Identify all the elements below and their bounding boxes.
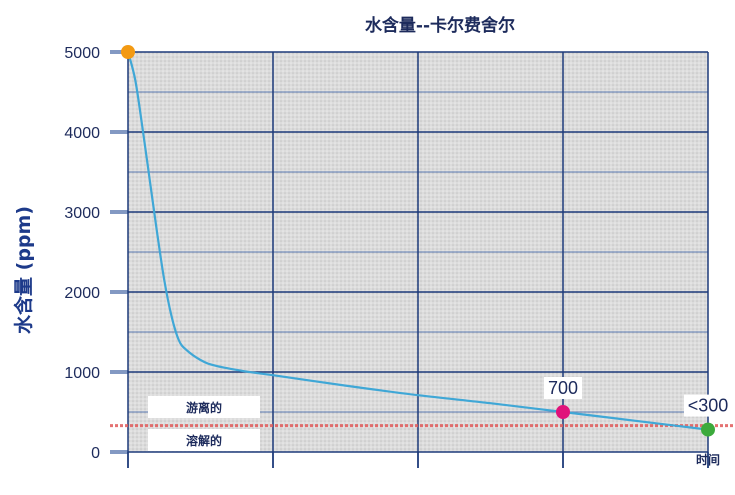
free-water-label: 游离的 <box>186 400 222 415</box>
y-axis-label: 水含量 (ppm) <box>12 206 35 334</box>
series-layer <box>126 51 709 431</box>
y-tick-label: 0 <box>91 445 100 462</box>
x-axis-label: 时间 <box>696 452 720 467</box>
y-tick-label: 5000 <box>64 45 100 62</box>
series-line <box>126 51 709 431</box>
free-water-box <box>148 396 260 418</box>
callout-label: <300 <box>688 396 729 416</box>
y-axis-ticks: 0 1000 2000 3000 4000 5000 <box>64 45 100 462</box>
threshold-layer: 游离的 溶解的 <box>110 396 735 451</box>
data-marker <box>556 405 570 419</box>
marker-layer: 700 <300 <box>121 45 732 437</box>
y-tick-label: 1000 <box>64 365 100 382</box>
grid <box>110 50 709 468</box>
data-marker <box>121 45 135 59</box>
callout-box <box>684 394 732 417</box>
y-tick-label: 4000 <box>64 125 100 142</box>
y-tick-label: 3000 <box>64 205 100 222</box>
callout-label: 700 <box>548 378 578 398</box>
chart-title: 水含量--卡尔费舍尔 <box>365 15 515 36</box>
callout-box <box>544 377 582 399</box>
dissolved-water-label: 溶解的 <box>186 433 222 448</box>
y-tick-label: 2000 <box>64 285 100 302</box>
dissolved-water-box <box>148 429 260 451</box>
data-marker <box>701 422 715 437</box>
